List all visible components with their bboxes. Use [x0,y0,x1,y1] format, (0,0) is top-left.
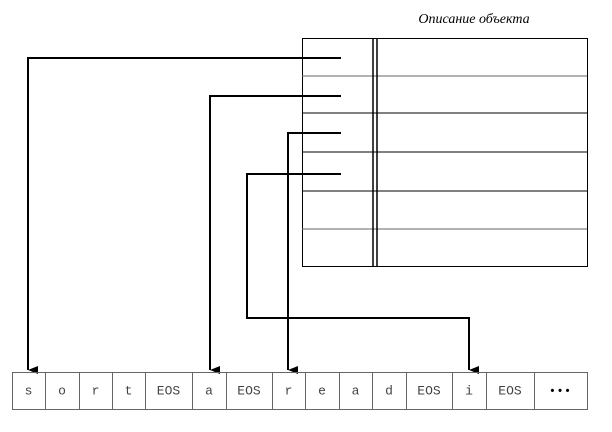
cell-text: s [25,383,33,398]
cell-text: r [285,383,293,398]
pointer-arrow [287,132,341,374]
object-table [302,38,588,267]
pointer-arrow [209,95,341,374]
string-table: s o r t EOS a EOS r e a d EOS i EOS ••• [12,372,588,410]
cell-text: a [352,383,360,398]
cell-text: EOS [157,383,181,398]
cell-text: EOS [498,383,522,398]
cell-text: EOS [237,383,261,398]
cell-text: r [92,383,100,398]
string-cell [534,372,588,410]
cell-text: EOS [417,383,441,398]
cell-text: ••• [549,386,572,398]
cell-text: o [58,383,66,398]
cell-text: i [465,383,473,398]
cell-text: d [385,383,393,398]
pointers [27,57,479,374]
cell-text: t [125,383,133,398]
table-title: Описание объекта [418,12,529,27]
pointer-arrow [27,57,341,374]
cell-text: e [318,383,326,398]
cell-text: a [205,383,213,398]
pointer-arrow [246,173,479,374]
